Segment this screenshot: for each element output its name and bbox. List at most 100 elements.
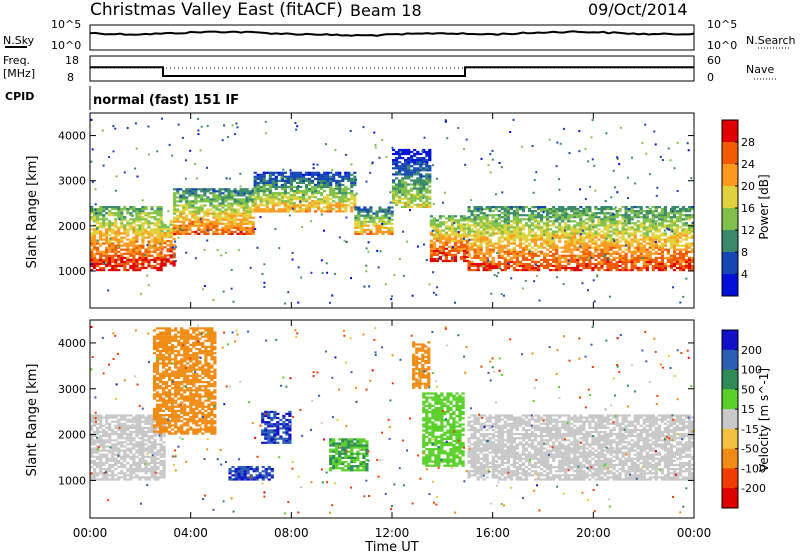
power-cell xyxy=(401,179,405,182)
power-cell xyxy=(227,196,231,199)
power-cell xyxy=(663,216,667,219)
velocity-cell xyxy=(90,428,94,432)
velocity-cell xyxy=(135,420,139,423)
power-cell xyxy=(655,194,658,197)
power-cell xyxy=(636,214,640,217)
power-cell xyxy=(93,212,97,215)
power-cell xyxy=(230,212,234,215)
velocity-cell xyxy=(111,433,115,436)
power-cell xyxy=(609,216,613,219)
power-cell xyxy=(503,230,507,233)
power-cell xyxy=(633,224,637,227)
power-cell xyxy=(369,208,373,211)
velocity-cell xyxy=(90,437,94,440)
power-cell xyxy=(503,206,507,209)
power-cell xyxy=(123,260,127,263)
power-cell xyxy=(447,253,452,256)
power-cell xyxy=(552,212,556,215)
power-cell xyxy=(459,239,464,242)
power-cell xyxy=(473,224,477,227)
power-cell xyxy=(96,230,100,233)
power-cell xyxy=(588,266,592,270)
power-cell xyxy=(326,196,330,199)
power-cell xyxy=(432,203,435,205)
power-cell xyxy=(188,220,192,223)
power-cell xyxy=(597,232,601,235)
power-cell xyxy=(156,266,160,270)
power-cell xyxy=(320,198,324,201)
power-cell xyxy=(350,277,352,280)
power-cell xyxy=(200,230,204,233)
power-cell xyxy=(609,262,613,266)
power-cell xyxy=(126,260,130,263)
power-cell xyxy=(636,242,640,245)
power-cell xyxy=(93,232,97,235)
power-cell xyxy=(429,215,433,218)
power-cell xyxy=(684,250,689,253)
power-cell xyxy=(224,224,228,227)
power-cell xyxy=(453,257,458,261)
power-cell xyxy=(509,250,513,253)
power-cell xyxy=(570,226,574,229)
power-cell xyxy=(259,200,263,203)
power-cell xyxy=(624,264,628,268)
power-cell xyxy=(422,157,426,160)
power-cell xyxy=(173,254,175,257)
velocity-cell xyxy=(93,461,97,465)
power-cell xyxy=(579,224,583,227)
power-cell xyxy=(298,181,303,184)
power-cell xyxy=(404,193,408,196)
power-cell xyxy=(410,193,414,196)
power-cell xyxy=(666,214,670,217)
power-cell xyxy=(485,244,489,247)
velocity-cell xyxy=(99,443,103,446)
power-cell xyxy=(132,260,136,263)
power-cell xyxy=(651,224,655,227)
power-cell xyxy=(558,216,562,219)
power-cell xyxy=(561,228,565,231)
power-cell xyxy=(533,260,538,263)
power-cell xyxy=(215,212,219,215)
power-cell xyxy=(546,244,550,247)
power-cell xyxy=(636,244,640,247)
power-cell xyxy=(274,192,278,195)
power-cell xyxy=(579,214,583,217)
power-cell xyxy=(224,200,228,203)
power-cell xyxy=(147,252,151,255)
power-cell xyxy=(93,256,97,259)
power-cell xyxy=(555,244,559,247)
velocity-cell xyxy=(138,433,142,436)
power-cell xyxy=(111,230,115,233)
power-cell xyxy=(347,175,351,178)
power-cell xyxy=(147,226,151,229)
power-cell xyxy=(645,250,649,253)
power-cell xyxy=(407,150,411,154)
power-cell xyxy=(123,244,127,247)
power-cell xyxy=(425,161,429,164)
velocity-cell xyxy=(102,441,106,444)
power-cell xyxy=(179,214,183,217)
power-cell xyxy=(467,210,471,213)
power-cell xyxy=(311,185,315,189)
power-cell xyxy=(594,236,598,239)
power-cell xyxy=(150,206,154,209)
velocity-cell xyxy=(135,474,139,477)
power-cell xyxy=(271,204,275,207)
power-cell xyxy=(259,181,263,184)
velocity-cell xyxy=(138,459,142,462)
power-cell xyxy=(354,216,358,219)
power-cell xyxy=(500,166,503,169)
power-cell xyxy=(584,198,587,201)
power-cell xyxy=(277,208,281,211)
power-cell xyxy=(248,192,252,195)
power-cell xyxy=(159,266,163,270)
power-cell xyxy=(93,262,97,266)
power-cell xyxy=(378,218,382,221)
power-cell xyxy=(540,206,544,209)
power-cell xyxy=(357,206,361,209)
power-cell xyxy=(533,220,538,223)
power-cell xyxy=(253,190,257,193)
power-cell xyxy=(413,155,417,158)
power-cell xyxy=(456,251,461,254)
power-cell xyxy=(159,242,162,245)
